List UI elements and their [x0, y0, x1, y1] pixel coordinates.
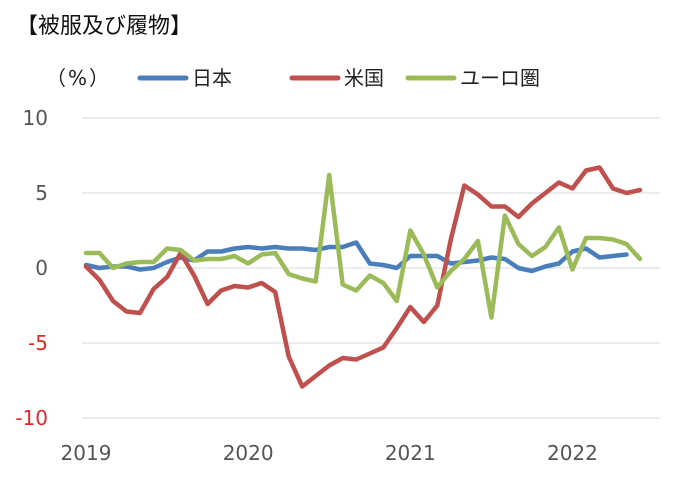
- y-tick-label: 5: [35, 181, 48, 205]
- y-tick-label: 0: [35, 256, 48, 280]
- y-tick-label: 10: [23, 106, 48, 130]
- grid-layer: [82, 117, 660, 419]
- y-unit-label: （%）: [46, 66, 112, 90]
- series-layer: [83, 165, 643, 389]
- x-tick-label: 2020: [223, 441, 274, 465]
- legend-label-1: 日本: [192, 66, 232, 90]
- y-tick-labels: 10 5 0 -5 -10: [15, 106, 48, 430]
- x-tick-labels: 2019 2020 2021 2022: [61, 441, 598, 465]
- series-line-2: [83, 165, 643, 389]
- y-tick-label: -10: [15, 406, 48, 430]
- series-line-3: [83, 172, 643, 320]
- x-tick-label: 2021: [385, 441, 436, 465]
- legend-label-3: ユーロ圏: [460, 66, 540, 90]
- x-tick-label: 2019: [61, 441, 112, 465]
- chart-title: 【被服及び履物】: [16, 14, 193, 39]
- legend: 日本 米国 ユーロ圏: [137, 66, 540, 90]
- x-tick-label: 2022: [547, 441, 598, 465]
- y-tick-label: -5: [28, 331, 48, 355]
- legend-label-2: 米国: [344, 66, 384, 90]
